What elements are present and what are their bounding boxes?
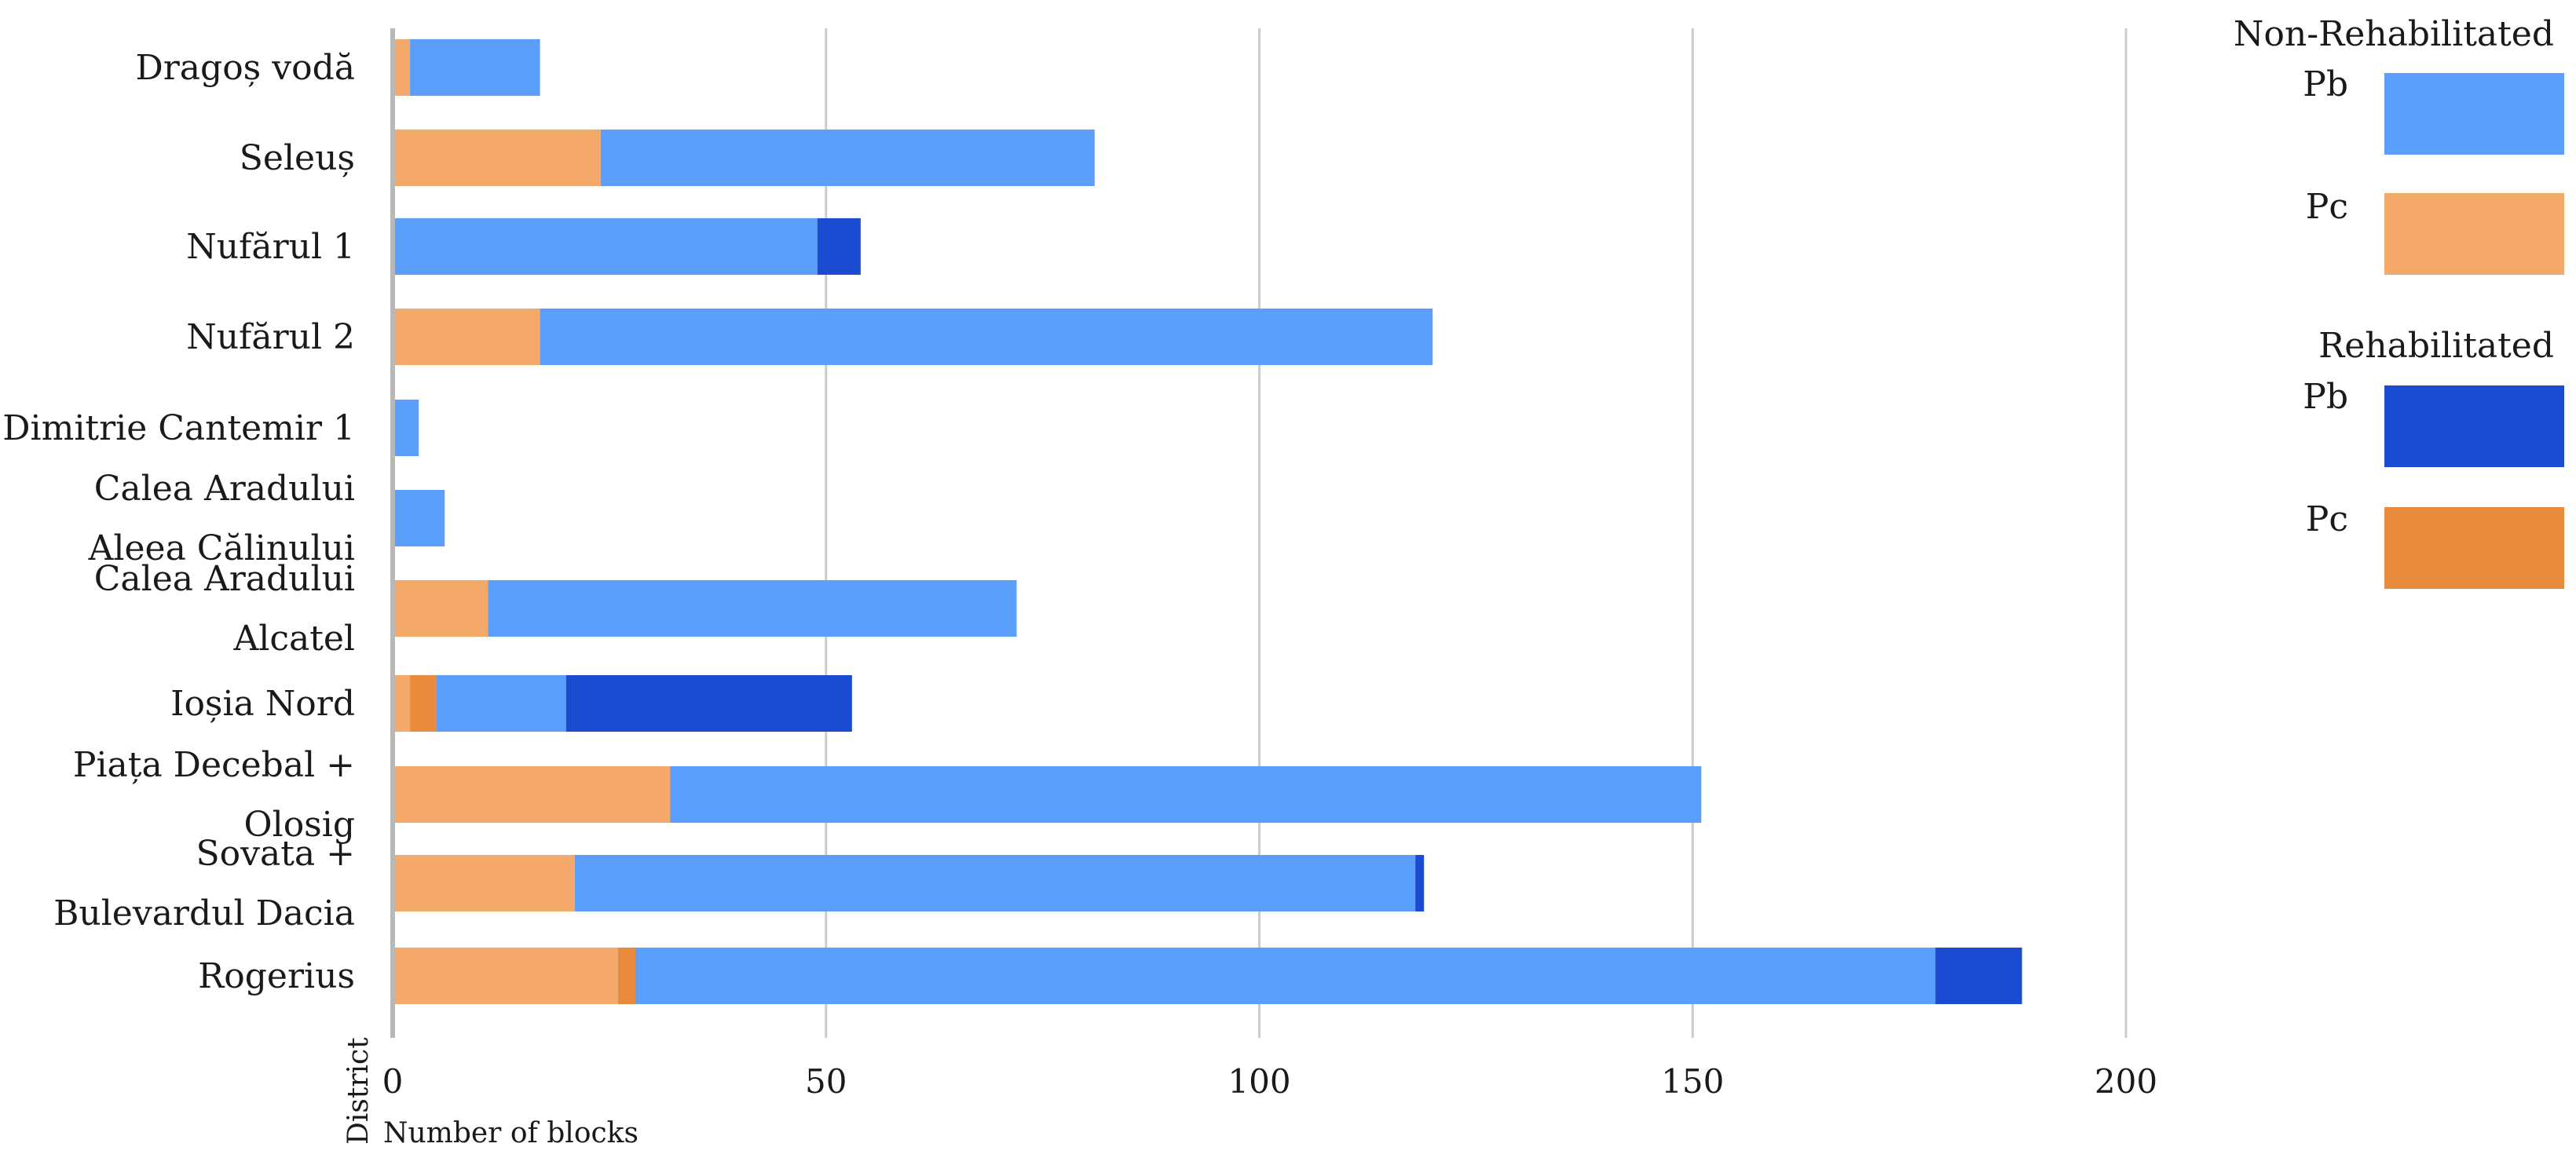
legend-item-label: Pc [2306,499,2348,539]
bar-segment [393,130,601,186]
bar-segment [393,948,618,1004]
bar-segment [540,309,1433,365]
legend-swatch [2384,385,2564,467]
bar-segment [600,130,1095,186]
bar-segment [1415,855,1425,911]
category-label: Olosig [244,805,355,845]
bar-segment [617,948,635,1004]
bar-segment [393,400,419,456]
x-tick-label: 0 [382,1062,404,1101]
bar-segment [488,580,1017,637]
bar-segment [635,948,1936,1004]
category-label: Dragoș vodă [135,48,355,88]
x-tick-label: 100 [1228,1062,1290,1101]
x-axis-label: Number of blocks [383,1117,639,1149]
category-label: Calea Aradului [94,559,355,599]
category-label: Aleea Călinului [88,528,355,568]
x-tick-label: 200 [2095,1062,2157,1101]
legend-swatch [2384,193,2564,275]
bar-segment [565,675,852,732]
bar-segment [393,855,575,911]
bar-segment [1935,948,2022,1004]
bar-segment [670,766,1702,823]
category-label: Bulevardul Dacia [53,893,355,933]
category-label: Nufărul 2 [186,317,355,357]
bar-segment [410,39,540,96]
legend: Non-Rehabilitated Pb Pc Rehabilitated Pb Pc [2234,14,2564,589]
bar-segment [393,309,540,365]
legend-item-label: Pb [2303,64,2348,104]
category-label: Sovata + [196,834,356,874]
category-label: Ioșia Nord [170,684,355,724]
category-label: Seleuș [240,138,355,178]
legend-item-label: Pc [2306,187,2348,227]
bar-segment [393,39,411,96]
category-label: Alcatel [232,619,355,659]
legend-group-title: Rehabilitated [2318,326,2554,366]
bar-segment [574,855,1416,911]
x-tick-label: 150 [1661,1062,1724,1101]
bar-segment [410,675,437,732]
x-tick-labels: 0 50 100 150 200 [382,1062,2157,1101]
category-label: Dimitrie Cantemir 1 [2,408,355,448]
bar-segment [393,490,445,546]
y-axis-label: District [342,1037,375,1145]
legend-group-title: Non-Rehabilitated [2234,14,2554,54]
bars [393,39,2022,1004]
bar-segment [436,675,566,732]
bar-segment [817,218,861,275]
bar-segment [393,675,411,732]
legend-swatch [2384,507,2564,589]
category-label: Calea Aradului [94,469,355,509]
bar-segment [393,218,818,275]
category-label: Nufărul 1 [186,227,355,267]
legend-item-label: Pb [2303,377,2348,417]
bar-segment [393,766,671,823]
x-tick-label: 50 [805,1062,847,1101]
bar-segment [393,580,488,637]
legend-swatch [2384,73,2564,155]
category-labels: Dragoș vodă Seleuș Nufărul 1 Nufărul 2 Dimit… [2,48,355,996]
category-label: Rogerius [198,956,355,996]
category-label: Piața Decebal + [73,745,355,785]
